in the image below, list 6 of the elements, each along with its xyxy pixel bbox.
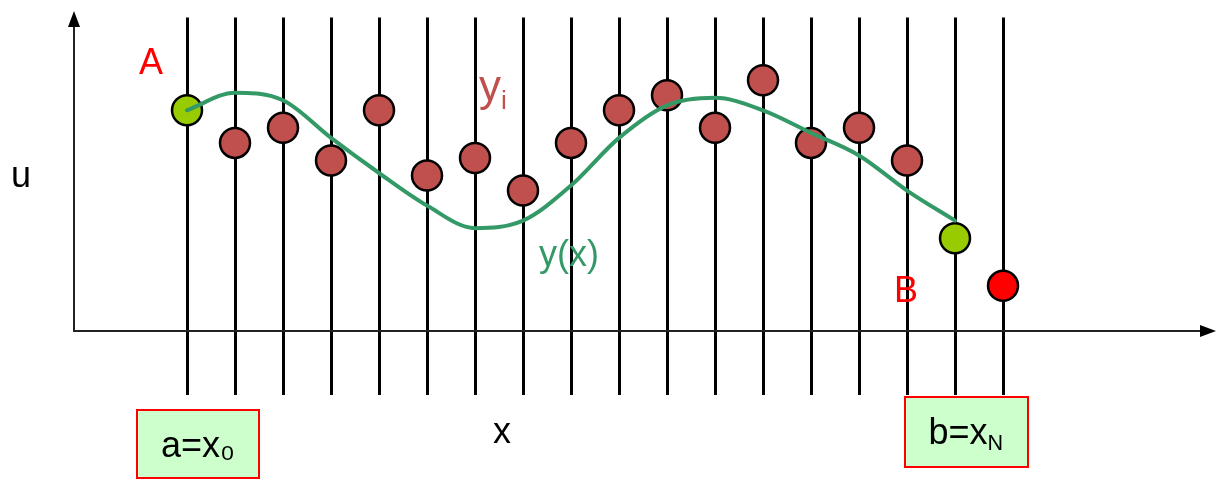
x-tick-label: a=x₀	[161, 424, 235, 465]
series-label: y$_{i}$	[479, 60, 507, 115]
y-axis-title: u	[11, 153, 32, 195]
text: A	[139, 40, 164, 82]
x-tick-label: b=x$_{N}$	[928, 411, 1004, 456]
x-axis-title: x	[493, 409, 511, 451]
